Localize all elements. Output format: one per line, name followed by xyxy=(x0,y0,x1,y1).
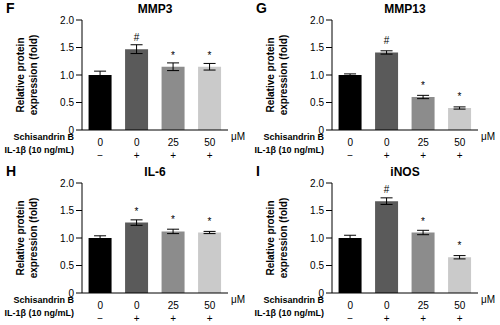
svg-text:1.5: 1.5 xyxy=(60,42,74,53)
svg-text:+: + xyxy=(170,313,176,324)
svg-text:0: 0 xyxy=(97,137,103,148)
svg-text:1.5: 1.5 xyxy=(60,205,74,216)
svg-text:#: # xyxy=(384,184,390,195)
svg-text:1.0: 1.0 xyxy=(310,70,324,81)
svg-text:*: * xyxy=(421,80,425,91)
svg-text:+: + xyxy=(457,313,463,324)
svg-text:0.5: 0.5 xyxy=(310,97,324,108)
svg-text:2.0: 2.0 xyxy=(60,177,74,188)
svg-text:−: − xyxy=(97,150,103,161)
svg-text:#: # xyxy=(384,35,390,46)
svg-text:−: − xyxy=(97,313,103,324)
svg-text:2.0: 2.0 xyxy=(60,15,74,26)
svg-text:25: 25 xyxy=(418,137,430,148)
svg-text:0: 0 xyxy=(134,300,140,311)
svg-text:2.0: 2.0 xyxy=(310,177,324,188)
svg-text:50: 50 xyxy=(204,137,216,148)
svg-text:0: 0 xyxy=(384,137,390,148)
svg-text:+: + xyxy=(170,150,176,161)
svg-text:*: * xyxy=(135,205,139,216)
svg-text:0.5: 0.5 xyxy=(310,260,324,271)
svg-text:0: 0 xyxy=(347,137,353,148)
svg-text:#: # xyxy=(134,32,140,43)
svg-text:+: + xyxy=(207,313,213,324)
svg-text:1.0: 1.0 xyxy=(310,232,324,243)
svg-text:1.0: 1.0 xyxy=(60,70,74,81)
svg-text:*: * xyxy=(208,215,212,226)
svg-text:+: + xyxy=(420,313,426,324)
svg-text:+: + xyxy=(134,313,140,324)
svg-text:1.5: 1.5 xyxy=(310,205,324,216)
svg-text:0: 0 xyxy=(347,300,353,311)
svg-text:0.5: 0.5 xyxy=(60,97,74,108)
svg-text:*: * xyxy=(208,50,212,61)
svg-text:*: * xyxy=(171,214,175,225)
svg-text:50: 50 xyxy=(454,137,466,148)
svg-text:25: 25 xyxy=(418,300,430,311)
svg-text:+: + xyxy=(134,150,140,161)
svg-text:*: * xyxy=(421,215,425,226)
svg-text:0.5: 0.5 xyxy=(60,260,74,271)
svg-text:+: + xyxy=(207,150,213,161)
svg-text:0: 0 xyxy=(384,300,390,311)
svg-text:*: * xyxy=(458,240,462,251)
svg-text:25: 25 xyxy=(168,300,180,311)
svg-text:50: 50 xyxy=(454,300,466,311)
svg-text:1.5: 1.5 xyxy=(310,42,324,53)
svg-text:+: + xyxy=(457,150,463,161)
svg-text:25: 25 xyxy=(168,137,180,148)
svg-text:*: * xyxy=(171,50,175,61)
svg-text:+: + xyxy=(384,150,390,161)
svg-text:0: 0 xyxy=(97,300,103,311)
svg-text:2.0: 2.0 xyxy=(310,15,324,26)
svg-text:50: 50 xyxy=(204,300,216,311)
svg-text:−: − xyxy=(347,313,353,324)
svg-text:+: + xyxy=(420,150,426,161)
svg-text:1.0: 1.0 xyxy=(60,232,74,243)
svg-text:−: − xyxy=(347,150,353,161)
svg-text:*: * xyxy=(458,91,462,102)
svg-text:0: 0 xyxy=(134,137,140,148)
svg-text:+: + xyxy=(384,313,390,324)
